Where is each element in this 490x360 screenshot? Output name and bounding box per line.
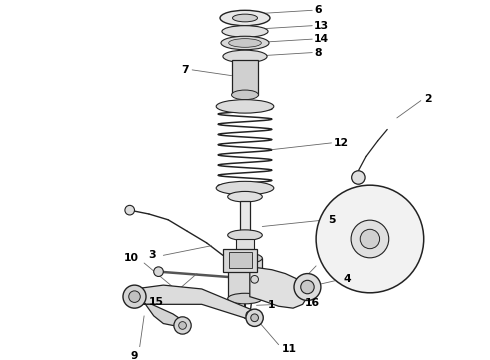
Circle shape	[125, 205, 134, 215]
Polygon shape	[134, 289, 187, 327]
Text: 16: 16	[305, 298, 319, 309]
Text: 8: 8	[314, 48, 321, 58]
Bar	[232, 60, 258, 95]
Ellipse shape	[233, 14, 257, 22]
Circle shape	[246, 309, 263, 327]
Ellipse shape	[228, 192, 262, 202]
Ellipse shape	[216, 181, 274, 195]
Text: 5: 5	[329, 215, 336, 225]
Ellipse shape	[228, 253, 262, 264]
Text: 2: 2	[424, 94, 431, 104]
Circle shape	[123, 285, 146, 308]
Ellipse shape	[220, 10, 270, 26]
Circle shape	[129, 291, 140, 302]
Ellipse shape	[232, 90, 258, 100]
Circle shape	[174, 317, 191, 334]
Polygon shape	[250, 268, 307, 308]
Text: 12: 12	[333, 138, 348, 148]
Circle shape	[352, 171, 365, 184]
Ellipse shape	[222, 26, 268, 37]
Circle shape	[316, 185, 424, 293]
Ellipse shape	[223, 50, 267, 63]
Circle shape	[294, 274, 321, 301]
Bar	[240, 201, 250, 234]
Text: 4: 4	[343, 274, 351, 284]
Circle shape	[360, 229, 380, 249]
Bar	[228, 258, 262, 298]
Text: 9: 9	[131, 351, 138, 360]
Ellipse shape	[221, 36, 269, 50]
Bar	[229, 252, 252, 268]
Circle shape	[301, 280, 314, 294]
Circle shape	[246, 311, 254, 319]
Text: 14: 14	[314, 34, 329, 44]
Text: 6: 6	[314, 5, 322, 15]
Circle shape	[351, 220, 389, 258]
Circle shape	[251, 314, 258, 321]
Text: 13: 13	[314, 21, 329, 31]
Circle shape	[251, 275, 258, 283]
Ellipse shape	[228, 230, 262, 240]
Text: 3: 3	[148, 250, 156, 260]
Circle shape	[179, 321, 186, 329]
Text: 1: 1	[268, 300, 276, 310]
Ellipse shape	[216, 100, 274, 113]
Polygon shape	[134, 285, 259, 323]
Bar	[223, 249, 257, 272]
Circle shape	[154, 267, 163, 276]
Text: 15: 15	[148, 297, 163, 307]
Ellipse shape	[229, 39, 261, 47]
Text: 11: 11	[282, 343, 296, 354]
Ellipse shape	[228, 293, 262, 304]
Bar	[236, 239, 254, 258]
Text: 10: 10	[124, 253, 139, 263]
Text: 7: 7	[182, 65, 189, 75]
